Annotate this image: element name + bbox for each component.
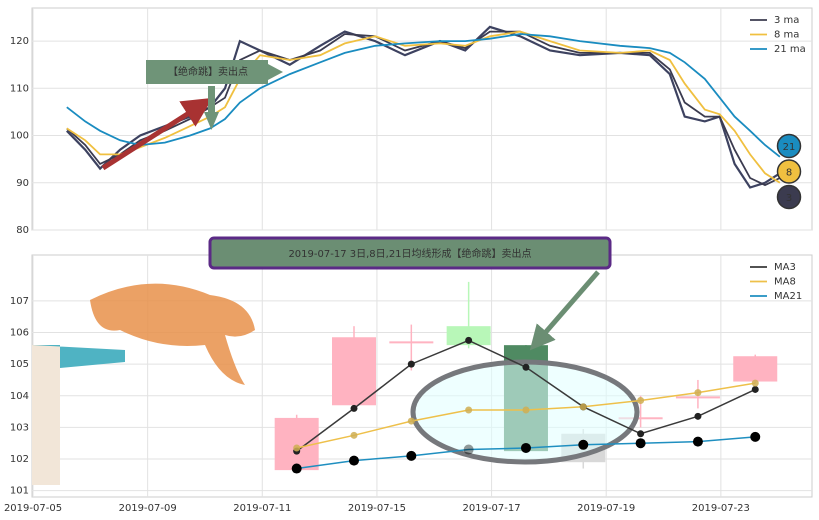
ma-marker — [291, 463, 302, 474]
x-tick-label: 2019-07-09 — [119, 503, 177, 514]
ma-marker — [578, 439, 589, 450]
annotation-text: 2019-07-17 3日,8日,21日均线形成【绝命跳】卖出点 — [288, 247, 531, 260]
ma-marker — [637, 397, 645, 405]
legend-label: 3 ma — [774, 15, 799, 26]
legend-label: MA8 — [774, 277, 796, 288]
x-tick-label: 2019-07-05 — [4, 503, 62, 514]
annotation-box — [146, 60, 283, 84]
end-badge — [776, 133, 802, 159]
legend-label: 21 ma — [774, 44, 806, 55]
y-tick-label: 105 — [10, 359, 29, 370]
candle-body — [446, 326, 491, 346]
x-tick-label: 2019-07-17 — [463, 503, 521, 514]
ma-marker — [350, 431, 358, 439]
ma-marker — [692, 436, 703, 447]
ma-marker — [694, 389, 702, 397]
y-tick-label: 106 — [10, 328, 29, 339]
legend-label: 8 ma — [774, 30, 799, 41]
ma-marker — [520, 442, 531, 453]
ma-marker — [637, 430, 645, 438]
ma-marker — [407, 360, 415, 368]
ma-marker — [579, 403, 587, 411]
ma-marker — [465, 406, 473, 414]
ma-line — [66, 33, 781, 158]
y-tick-label: 120 — [10, 36, 29, 47]
legend-label: MA3 — [774, 262, 796, 273]
y-tick-label: 101 — [10, 486, 29, 497]
x-tick-label: 2019-07-11 — [233, 503, 291, 514]
legend-label: MA21 — [774, 291, 802, 302]
end-badge-label: 3 — [786, 193, 792, 204]
trend-arrow — [101, 97, 213, 171]
candle-body — [733, 356, 778, 382]
ma-marker — [635, 438, 646, 449]
ma-marker — [349, 455, 360, 466]
decor-dog — [90, 283, 255, 385]
y-tick-label: 102 — [10, 454, 29, 465]
x-tick-label: 2019-07-23 — [692, 503, 750, 514]
x-tick-label: 2019-07-15 — [348, 503, 406, 514]
end-badge-label: 8 — [786, 168, 792, 179]
ma-marker — [751, 385, 759, 393]
ma-marker — [463, 444, 474, 455]
down-arrow — [204, 86, 219, 130]
ma-marker — [522, 363, 530, 371]
candle-body — [618, 417, 663, 420]
x-tick-label: 2019-07-19 — [577, 503, 635, 514]
ma-line — [66, 30, 781, 184]
annotation-box — [208, 236, 612, 270]
ma-line — [66, 30, 781, 187]
end-badge — [776, 159, 802, 184]
end-badge-label: 21 — [783, 142, 796, 153]
ma-marker — [406, 450, 417, 461]
y-tick-label: 80 — [16, 225, 29, 236]
ma-marker — [293, 444, 301, 452]
callout-arrow — [529, 270, 600, 351]
end-badge — [776, 184, 802, 210]
annotation-text: 【绝命跳】卖出点 — [168, 65, 248, 78]
ma-marker — [694, 412, 702, 420]
ma-marker — [750, 431, 761, 442]
y-tick-label: 104 — [10, 391, 29, 402]
ma-marker — [350, 404, 358, 412]
ma-marker — [407, 417, 415, 425]
candle-body — [389, 341, 434, 344]
decor-board-top — [32, 345, 125, 368]
y-tick-label: 107 — [10, 296, 29, 307]
y-tick-label: 110 — [10, 83, 29, 94]
ma-marker — [751, 379, 759, 387]
ma-marker — [522, 406, 530, 414]
candle-body — [675, 396, 720, 399]
y-tick-label: 90 — [16, 178, 29, 189]
decor-board — [32, 345, 60, 485]
y-tick-label: 103 — [10, 422, 29, 433]
y-tick-label: 100 — [10, 131, 29, 142]
ma-marker — [465, 336, 473, 344]
candle-body — [332, 337, 377, 406]
